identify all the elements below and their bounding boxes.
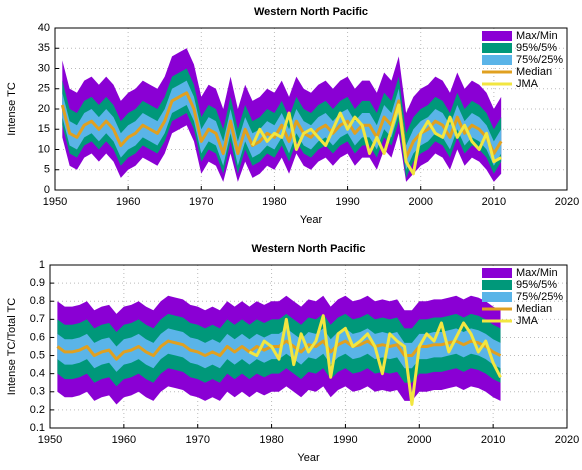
y-tick-label: 30 xyxy=(38,62,50,74)
legend-label: 75%/25% xyxy=(516,54,563,66)
y-tick-label: 0.9 xyxy=(30,277,45,289)
legend-label: JMA xyxy=(516,315,539,327)
legend-label: 75%/25% xyxy=(516,291,563,303)
legend-swatch xyxy=(482,55,512,65)
y-tick-label: 35 xyxy=(38,42,50,54)
y-tick-label: 0.3 xyxy=(30,386,45,398)
y-tick-label: 0.2 xyxy=(30,404,45,416)
y-tick-label: 0.5 xyxy=(30,349,45,361)
legend-label: Max/Min xyxy=(516,30,558,42)
line xyxy=(56,339,502,361)
y-tick-label: 25 xyxy=(38,83,50,95)
x-tick-label: 2010 xyxy=(481,434,505,446)
x-tick-label: 1980 xyxy=(262,196,286,208)
legend-swatch xyxy=(482,292,512,302)
x-tick-label: 2010 xyxy=(482,196,506,208)
x-tick-label: 2020 xyxy=(555,434,579,446)
x-tick-label: 1980 xyxy=(259,434,283,446)
y-tick-label: 15 xyxy=(38,123,50,135)
y-tick-label: 0.4 xyxy=(30,368,45,380)
y-axis-label: Intense TC xyxy=(6,82,18,136)
plot-frame xyxy=(49,264,568,429)
y-tick-label: 0.1 xyxy=(30,422,45,434)
x-tick-label: 1970 xyxy=(189,196,213,208)
x-axis-label: Year xyxy=(297,452,320,464)
y-tick-label: 20 xyxy=(38,103,50,115)
y-tick-label: 0.7 xyxy=(30,313,45,325)
legend-swatch xyxy=(482,280,512,290)
legend-label: Median xyxy=(516,66,552,78)
plot-frame xyxy=(54,27,568,191)
x-tick-label: 1950 xyxy=(43,196,67,208)
y-tick-label: 40 xyxy=(38,22,50,34)
legend-label: Max/Min xyxy=(516,267,558,279)
legend-swatch xyxy=(482,31,512,41)
x-tick-label: 1990 xyxy=(335,196,359,208)
x-tick-label: 2020 xyxy=(555,196,579,208)
y-axis-label: Intense TC/Total TC xyxy=(6,298,18,395)
x-axis-label: Year xyxy=(300,214,323,226)
y-tick-label: 0.8 xyxy=(30,295,45,307)
legend-swatch xyxy=(482,268,512,278)
x-tick-label: 1960 xyxy=(112,434,136,446)
x-tick-label: 2000 xyxy=(408,196,432,208)
legend-label: 95%/5% xyxy=(516,279,557,291)
chart-title: Western North Pacific xyxy=(251,243,365,255)
x-tick-label: 1960 xyxy=(116,196,140,208)
y-tick-label: 10 xyxy=(38,143,50,155)
legend-label: Median xyxy=(516,303,552,315)
y-tick-label: 5 xyxy=(44,164,50,176)
x-tick-label: 1950 xyxy=(38,434,62,446)
line xyxy=(60,91,503,160)
x-tick-label: 2000 xyxy=(407,434,431,446)
chart-title: Western North Pacific xyxy=(254,6,368,18)
legend-swatch xyxy=(482,43,512,53)
x-tick-label: 1990 xyxy=(333,434,357,446)
x-tick-label: 1970 xyxy=(185,434,209,446)
line xyxy=(251,103,502,176)
legend-label: JMA xyxy=(516,78,539,90)
y-tick-label: 0 xyxy=(44,184,50,196)
legend-label: 95%/5% xyxy=(516,42,557,54)
y-tick-label: 1 xyxy=(39,259,45,271)
line xyxy=(248,314,502,406)
y-tick-label: 0.6 xyxy=(30,331,45,343)
